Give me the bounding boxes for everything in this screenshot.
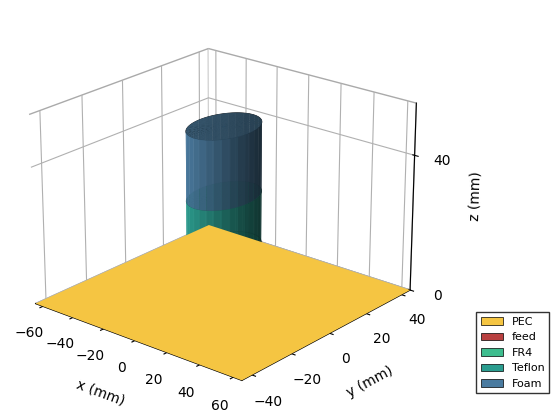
X-axis label: x (mm): x (mm) [75, 377, 127, 408]
Y-axis label: y (mm): y (mm) [344, 364, 395, 400]
Legend: PEC, feed, FR4, Teflon, Foam: PEC, feed, FR4, Teflon, Foam [476, 312, 549, 394]
